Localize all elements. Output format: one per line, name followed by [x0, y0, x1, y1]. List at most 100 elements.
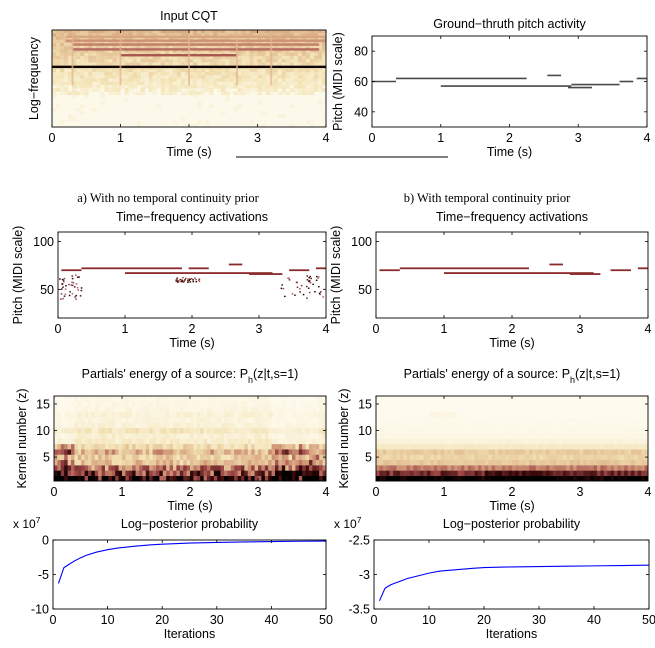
partial-cell — [627, 475, 632, 482]
partial-cell — [410, 411, 414, 418]
partial-cell — [525, 454, 530, 461]
heatmap-cell — [261, 55, 266, 60]
partial-cell — [641, 454, 645, 461]
partial-cell — [315, 454, 320, 461]
partial-cell — [433, 459, 438, 466]
heatmap-cell — [257, 91, 262, 96]
partial-cell — [57, 406, 62, 413]
partial-cell — [64, 470, 68, 476]
heatmap-cell — [313, 72, 319, 76]
partial-cell — [292, 406, 296, 413]
heatmap-cell — [237, 62, 242, 66]
partial-cell — [94, 401, 99, 407]
partial-cell — [393, 401, 397, 407]
heatmap-cell — [257, 59, 262, 63]
partial-cell — [430, 427, 435, 434]
partial-cell — [261, 417, 266, 423]
heatmap-cell — [205, 30, 210, 34]
partial-cell — [179, 454, 184, 461]
partial-cell — [576, 470, 581, 476]
partial-cell — [634, 443, 639, 450]
heatmap-cell — [189, 81, 194, 86]
activation-speck — [294, 294, 296, 296]
partial-cell — [271, 422, 276, 429]
partial-cell — [115, 470, 119, 476]
partial-cell — [156, 406, 160, 413]
partial-cell — [241, 454, 245, 461]
partial-cell — [376, 449, 380, 455]
partial-cell — [156, 470, 160, 476]
heatmap-cell — [60, 62, 65, 66]
partial-cell — [546, 422, 550, 429]
heatmap-cell — [172, 72, 178, 76]
heatmap-cell — [80, 55, 85, 60]
partial-cell — [498, 475, 503, 482]
partial-cell — [525, 417, 530, 423]
partial-cell — [481, 401, 486, 407]
partial-cell — [115, 475, 119, 482]
partial-cell — [60, 454, 65, 461]
heatmap-cell — [273, 68, 279, 73]
partial-cell — [512, 401, 516, 407]
heatmap-cell — [273, 33, 279, 37]
heatmap-cell — [172, 88, 178, 92]
partial-cell — [620, 411, 625, 418]
x-tick-label: 0 — [49, 131, 56, 145]
partial-cell — [115, 417, 119, 423]
partial-cell — [430, 438, 435, 445]
heatmap-cell — [168, 59, 174, 63]
heatmap-cell — [108, 68, 113, 73]
partial-cell — [312, 417, 317, 423]
heatmap-cell — [277, 33, 283, 37]
heatmap-cell — [197, 75, 202, 79]
partial-cell — [573, 459, 577, 466]
partial-cell — [288, 438, 293, 445]
partial-cell — [505, 396, 509, 402]
heatmap-cell — [257, 81, 262, 86]
partial-cell — [281, 470, 286, 476]
partial-cell — [132, 443, 136, 450]
partial-cell — [637, 417, 642, 423]
partial-cell — [302, 406, 306, 413]
partial-cell — [118, 401, 123, 407]
activation-speck — [182, 281, 185, 283]
partial-cell — [569, 411, 574, 418]
heatmap-cell — [297, 84, 303, 89]
partial-cell — [288, 396, 293, 402]
heatmap-cell — [128, 46, 133, 50]
heatmap-cell — [193, 88, 198, 92]
heatmap-cell — [245, 91, 250, 96]
partial-cell — [98, 401, 102, 407]
partial-cell — [447, 433, 452, 439]
heatmap-cell — [128, 81, 133, 86]
partial-cell — [491, 422, 496, 429]
partial-cell — [637, 454, 642, 461]
partial-cell — [457, 438, 462, 445]
partial-cell — [125, 406, 130, 413]
heatmap-cell — [189, 36, 194, 41]
partial-cell — [563, 454, 567, 461]
partial-cell — [450, 406, 455, 413]
heatmap-cell — [193, 123, 198, 127]
partial-cell — [98, 475, 102, 482]
partial-cell — [556, 475, 560, 482]
partial-cell — [139, 438, 143, 445]
partial-cell — [156, 475, 160, 482]
heatmap-cell — [92, 59, 97, 63]
partial-cell — [379, 470, 384, 476]
x-tick-label: 2 — [506, 131, 513, 145]
partial-cell — [230, 401, 235, 407]
heatmap-cell — [80, 72, 85, 76]
partial-cell — [532, 438, 537, 445]
partial-cell — [410, 465, 414, 471]
partial-cell — [566, 470, 571, 476]
partial-cell — [135, 470, 140, 476]
heatmap-cell — [289, 104, 295, 108]
heatmap-cell — [68, 52, 73, 57]
partial-cell — [454, 406, 458, 413]
partial-cell — [501, 459, 506, 466]
heatmap-cell — [285, 84, 291, 89]
partial-cell — [556, 433, 560, 439]
heatmap-cell — [313, 78, 319, 83]
heatmap-cell — [261, 49, 266, 54]
